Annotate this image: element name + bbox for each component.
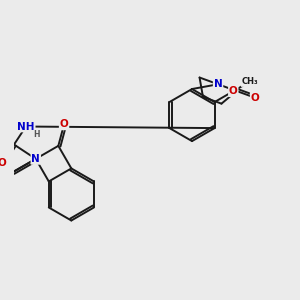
Text: H: H [33, 130, 39, 139]
Text: O: O [60, 119, 68, 129]
Text: O: O [251, 93, 260, 103]
Text: O: O [0, 158, 7, 168]
Text: O: O [229, 86, 238, 96]
Text: N: N [32, 154, 40, 164]
Text: CH₃: CH₃ [242, 77, 258, 86]
Text: N: N [214, 79, 222, 89]
Text: NH: NH [17, 122, 35, 131]
